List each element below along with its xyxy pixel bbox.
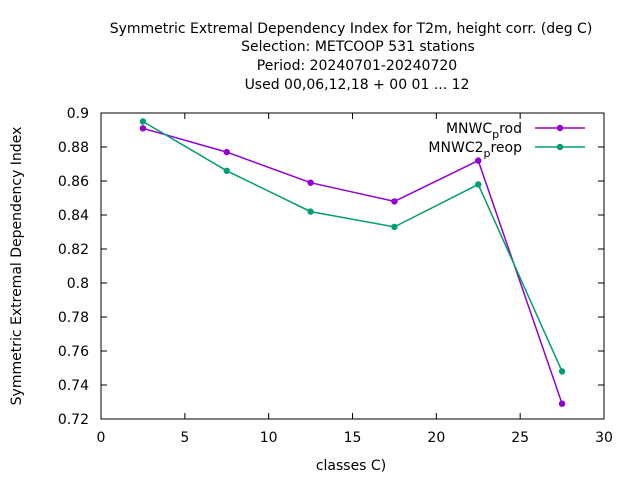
chart-title: Symmetric Extremal Dependency Index for … — [110, 21, 593, 93]
legend-label-main: MNWC — [446, 121, 492, 137]
legend-label: MNWCprod — [446, 121, 522, 141]
data-point — [223, 148, 230, 156]
plot-frame — [100, 112, 605, 420]
data-point — [475, 181, 482, 188]
legend-label-rest: reop — [490, 140, 522, 156]
data-point — [391, 198, 398, 205]
y-tick-label: 0.72 — [58, 412, 89, 428]
legend-label-subscript: p — [484, 147, 491, 160]
data-point — [139, 118, 147, 125]
x-tick-label: 20 — [427, 430, 445, 446]
y-tick-label: 0.8 — [67, 276, 89, 292]
series-line — [142, 120, 563, 372]
data-point — [475, 157, 482, 164]
y-tick-label: 0.84 — [58, 208, 89, 224]
axis-ticks: 0 5 10 15 20 25 30 0.72 0.74 0.76 0.78 0.8 0.82 0.84 0… — [58, 106, 613, 446]
data-point — [223, 167, 230, 174]
legend-label: MNWC2preop — [428, 140, 522, 160]
data-point — [391, 223, 398, 231]
series-line — [142, 127, 563, 404]
title-line: Symmetric Extremal Dependency Index for … — [110, 21, 593, 37]
y-tick-label: 0.78 — [58, 310, 89, 326]
legend-swatch-marker — [556, 124, 564, 132]
y-tick-label: 0.76 — [58, 344, 89, 360]
x-tick-label: 0 — [97, 430, 106, 446]
x-tick-label: 15 — [344, 430, 362, 446]
data-point — [307, 179, 314, 186]
y-tick-label: 0.88 — [58, 140, 89, 156]
legend-swatch-marker — [556, 143, 564, 151]
x-tick-label: 30 — [595, 430, 613, 446]
legend-label-subscript: p — [492, 128, 499, 141]
y-tick-label: 0.86 — [58, 174, 89, 190]
x-axis-label: classes C) — [316, 458, 386, 474]
subtitle-selection: Selection: METCOOP 531 stations — [241, 39, 475, 55]
y-axis-label: Symmetric Extremal Dependency Index — [9, 127, 25, 406]
x-tick-label: 25 — [511, 430, 529, 446]
y-tick-label: 0.82 — [58, 242, 89, 258]
data-point — [139, 125, 147, 132]
y-tick-label: 0.74 — [58, 378, 89, 394]
data-point — [558, 368, 566, 375]
legend-label-main: MNWC2 — [428, 140, 483, 156]
subtitle-period: Period: 20240701-20240720 — [257, 58, 457, 74]
data-point — [558, 400, 566, 407]
y-tick-label: 0.9 — [67, 106, 89, 122]
series-layer — [139, 118, 566, 407]
legend-label-rest: rod — [499, 121, 522, 137]
x-tick-label: 5 — [180, 430, 189, 446]
data-point — [307, 208, 314, 215]
x-tick-label: 10 — [260, 430, 278, 446]
subtitle-used: Used 00,06,12,18 + 00 01 ... 12 — [245, 77, 470, 93]
